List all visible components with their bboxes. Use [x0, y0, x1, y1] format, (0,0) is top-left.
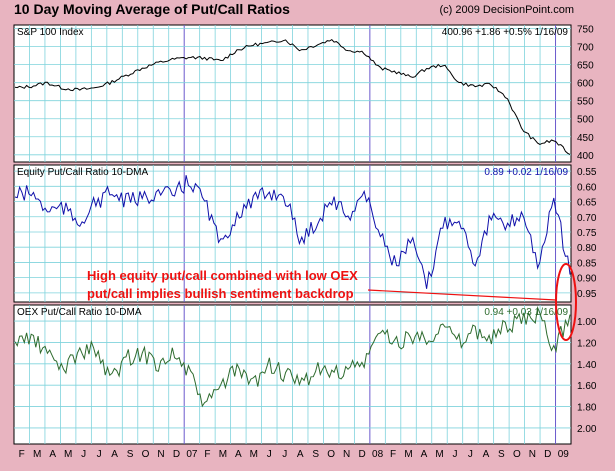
- x-axis-month-label: A: [111, 449, 118, 460]
- x-axis-month-label: O: [513, 449, 521, 460]
- spx-ytick-label: 450: [577, 133, 594, 144]
- spx-ytick-label: 400: [577, 151, 594, 162]
- oex-ytick-label: 1.20: [577, 338, 597, 349]
- x-axis-month-label: J: [97, 449, 102, 460]
- spx-ytick-label: 550: [577, 97, 594, 108]
- oex-ytick-label: 1.40: [577, 360, 597, 371]
- spx-panel: 750 700 650 600 550 500 450 400 S&P 100 Index 400…: [13, 24, 594, 163]
- equity-series-line: [14, 175, 571, 289]
- spx-series-line: [14, 38, 571, 155]
- oex-ytick-label: 2.00: [577, 424, 597, 435]
- spx-ytick-label: 750: [577, 25, 594, 36]
- x-axis-month-label: O: [142, 449, 150, 460]
- annotation-line-2: put/call implies bullish sentiment backd…: [87, 286, 354, 301]
- equity-ytick-label: 0.60: [577, 182, 597, 193]
- x-axis-month-label: J: [81, 449, 86, 460]
- equity-ytick-label: 0.75: [577, 228, 597, 239]
- x-axis-month-label: N: [157, 449, 164, 460]
- x-axis-month-label: A: [297, 449, 304, 460]
- equity-ytick-label: 0.90: [577, 274, 597, 285]
- spx-series-name: S&P 100 Index: [17, 27, 84, 38]
- x-axis-month-label: N: [529, 449, 536, 460]
- spx-ytick-label: 500: [577, 115, 594, 126]
- oex-series-line: [14, 305, 571, 408]
- x-axis-month-label: D: [544, 449, 551, 460]
- x-axis-month-label: F: [390, 449, 396, 460]
- x-axis-month-label: S: [498, 449, 505, 460]
- annotation-ellipse: [555, 263, 577, 341]
- oex-panel: 1.00 1.20 1.40 1.60 1.80 2.00 OEX Put/Call Rat…: [13, 304, 597, 445]
- annotation-line-1: High equity put/call combined with low O…: [87, 268, 358, 283]
- x-axis-month-label: M: [404, 449, 412, 460]
- x-axis-month-label: 08: [372, 449, 384, 460]
- oex-series-info: 0.94 +0.03 1/16/09: [484, 307, 568, 318]
- x-axis-month-label: O: [327, 449, 335, 460]
- x-axis-month-label: 09: [558, 449, 570, 460]
- x-axis-month-label: 07: [186, 449, 198, 460]
- x-axis-month-label: F: [204, 449, 210, 460]
- spx-ytick-label: 700: [577, 43, 594, 54]
- equity-ytick-label: 0.85: [577, 258, 597, 269]
- x-axis-month-label: S: [312, 449, 319, 460]
- x-axis-month-label: S: [127, 449, 134, 460]
- equity-panel: 0.55 0.60 0.65 0.70 0.75 0.80 0.85 0.90 0.95 Equi…: [13, 164, 597, 303]
- spx-series-info: 400.96 +1.86 +0.5% 1/16/09: [442, 27, 569, 38]
- equity-series-name: Equity Put/Call Ratio 10-DMA: [17, 167, 148, 178]
- oex-ytick-label: 1.80: [577, 403, 597, 414]
- annotation-pointer: [367, 289, 557, 301]
- annotation-layer: High equity put/call combined with low O…: [87, 263, 577, 341]
- x-axis-month-label: A: [421, 449, 428, 460]
- x-axis-month-label: J: [267, 449, 272, 460]
- x-axis-month-label: N: [343, 449, 350, 460]
- spx-ytick-label: 650: [577, 61, 594, 72]
- chart-title: 10 Day Moving Average of Put/Call Ratios: [14, 1, 290, 17]
- x-axis-month-label: A: [235, 449, 242, 460]
- equity-ytick-label: 0.95: [577, 289, 597, 300]
- equity-series-info: 0.89 +0.02 1/16/09: [484, 167, 568, 178]
- equity-ytick-label: 0.70: [577, 213, 597, 224]
- x-axis-month-label: F: [19, 449, 25, 460]
- x-axis-month-label: D: [359, 449, 366, 460]
- x-axis-month-label: J: [282, 449, 287, 460]
- x-axis-month-label: J: [468, 449, 473, 460]
- x-axis-month-label: M: [219, 449, 227, 460]
- x-axis-month-label: A: [49, 449, 56, 460]
- x-axis-month-label: M: [250, 449, 258, 460]
- x-axis-month-label: A: [483, 449, 490, 460]
- oex-ytick-label: 1.60: [577, 381, 597, 392]
- panels-layer: 750 700 650 600 550 500 450 400 S&P 100 Index 400…: [13, 24, 597, 460]
- equity-ytick-label: 0.80: [577, 243, 597, 254]
- x-axis-month-label: M: [33, 449, 41, 460]
- spx-ytick-label: 600: [577, 79, 594, 90]
- equity-ytick-label: 0.65: [577, 198, 597, 209]
- oex-ytick-label: 1.00: [577, 317, 597, 328]
- x-axis-month-label: M: [435, 449, 443, 460]
- oex-series-name: OEX Put/Call Ratio 10-DMA: [17, 307, 142, 318]
- equity-ytick-label: 0.55: [577, 167, 597, 178]
- x-axis-month-label: M: [64, 449, 72, 460]
- x-axis-month-label: D: [173, 449, 180, 460]
- x-axis-month-label: J: [452, 449, 457, 460]
- chart-credit: (c) 2009 DecisionPoint.com: [439, 4, 574, 16]
